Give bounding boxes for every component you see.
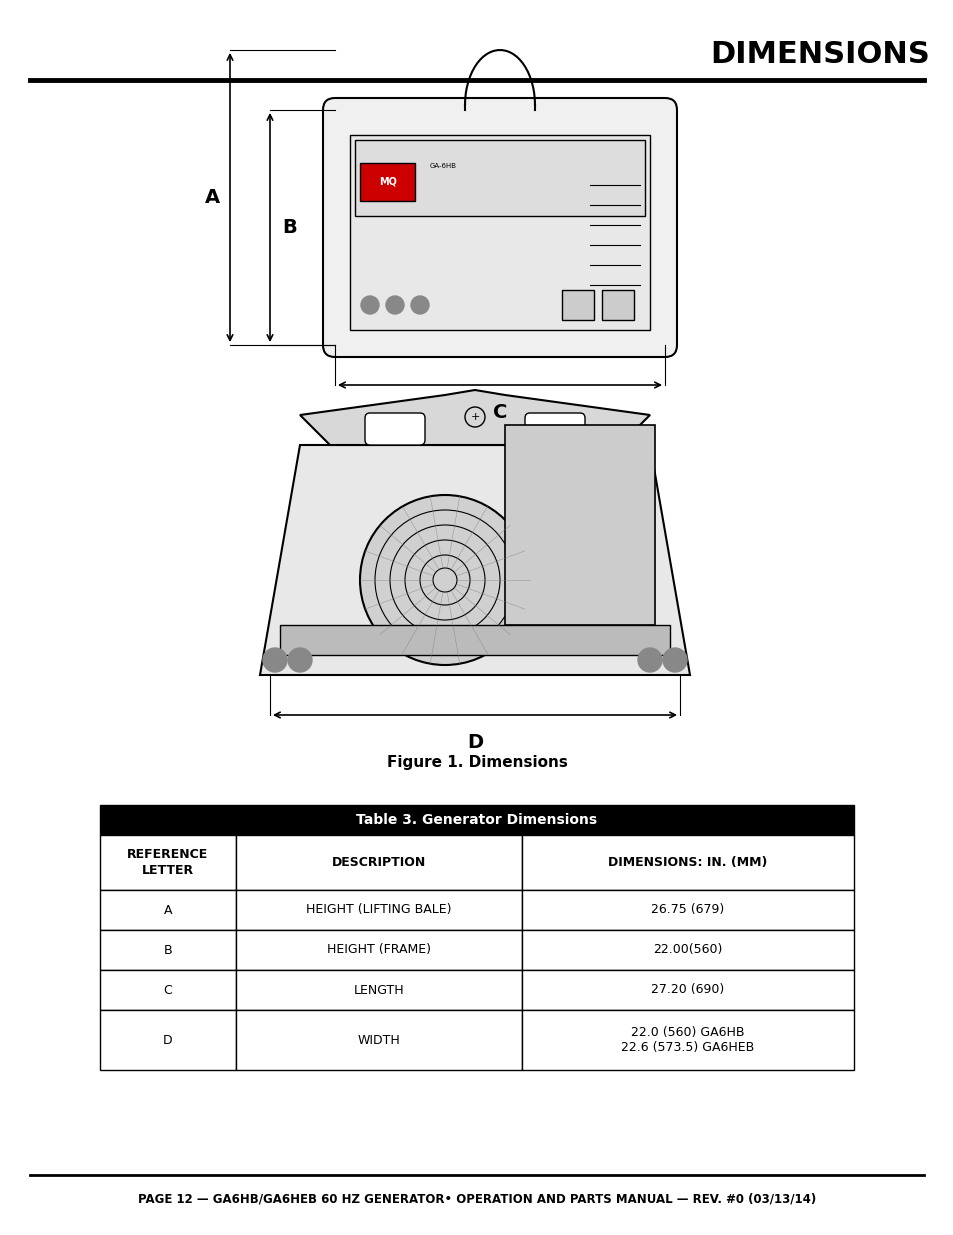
Text: GA-6HB: GA-6HB — [430, 163, 456, 169]
Bar — [280, 625, 669, 655]
Bar — [355, 140, 644, 216]
Text: 22.00(560): 22.00(560) — [653, 944, 722, 956]
FancyBboxPatch shape — [323, 98, 677, 357]
Bar — [521, 835, 853, 890]
Bar — [504, 425, 655, 625]
Text: 26.75 (679): 26.75 (679) — [651, 904, 724, 916]
Bar — [235, 930, 521, 969]
Text: B: B — [163, 944, 172, 956]
Text: REFERENCE
LETTER: REFERENCE LETTER — [127, 848, 209, 877]
Text: HEIGHT (FRAME): HEIGHT (FRAME) — [327, 944, 431, 956]
Bar — [521, 890, 853, 930]
Circle shape — [288, 648, 312, 672]
Circle shape — [359, 495, 530, 664]
Text: LENGTH: LENGTH — [354, 983, 404, 997]
Text: WIDTH: WIDTH — [357, 1034, 400, 1046]
Bar — [100, 930, 235, 969]
FancyBboxPatch shape — [365, 412, 424, 445]
Bar — [521, 969, 853, 1010]
Bar — [100, 835, 235, 890]
Text: DIMENSIONS: DIMENSIONS — [709, 40, 929, 69]
Text: Figure 1. Dimensions: Figure 1. Dimensions — [386, 755, 567, 769]
Text: B: B — [282, 219, 296, 237]
Bar — [521, 1010, 853, 1070]
Circle shape — [411, 296, 429, 314]
Polygon shape — [260, 445, 689, 676]
Circle shape — [263, 648, 287, 672]
Text: DIMENSIONS: IN. (MM): DIMENSIONS: IN. (MM) — [608, 856, 767, 869]
Text: D: D — [466, 734, 482, 752]
Circle shape — [638, 648, 661, 672]
Text: DESCRIPTION: DESCRIPTION — [332, 856, 426, 869]
Text: C: C — [493, 403, 507, 422]
Text: C: C — [163, 983, 172, 997]
Bar — [100, 890, 235, 930]
Bar — [359, 163, 415, 201]
FancyBboxPatch shape — [524, 412, 584, 445]
Bar — [235, 890, 521, 930]
Circle shape — [662, 648, 686, 672]
Bar — [235, 835, 521, 890]
Text: +: + — [470, 412, 479, 422]
Bar — [100, 805, 853, 835]
Bar — [561, 290, 594, 320]
Text: 22.0 (560) GA6HB
22.6 (573.5) GA6HEB: 22.0 (560) GA6HB 22.6 (573.5) GA6HEB — [620, 1026, 754, 1053]
Text: HEIGHT (LIFTING BALE): HEIGHT (LIFTING BALE) — [306, 904, 452, 916]
Text: Table 3. Generator Dimensions: Table 3. Generator Dimensions — [356, 813, 597, 827]
Bar — [235, 969, 521, 1010]
Bar — [100, 1010, 235, 1070]
Circle shape — [386, 296, 403, 314]
Text: PAGE 12 — GA6HB/GA6HEB 60 HZ GENERATOR• OPERATION AND PARTS MANUAL — REV. #0 (03: PAGE 12 — GA6HB/GA6HEB 60 HZ GENERATOR• … — [138, 1193, 815, 1207]
Bar — [235, 1010, 521, 1070]
Text: A: A — [163, 904, 172, 916]
Bar — [350, 135, 649, 330]
Text: 27.20 (690): 27.20 (690) — [651, 983, 724, 997]
Text: D: D — [163, 1034, 172, 1046]
Polygon shape — [299, 390, 649, 445]
Bar — [521, 930, 853, 969]
Text: A: A — [204, 188, 219, 207]
Circle shape — [360, 296, 378, 314]
Bar — [100, 969, 235, 1010]
Bar — [601, 290, 634, 320]
Text: MQ: MQ — [378, 177, 396, 186]
